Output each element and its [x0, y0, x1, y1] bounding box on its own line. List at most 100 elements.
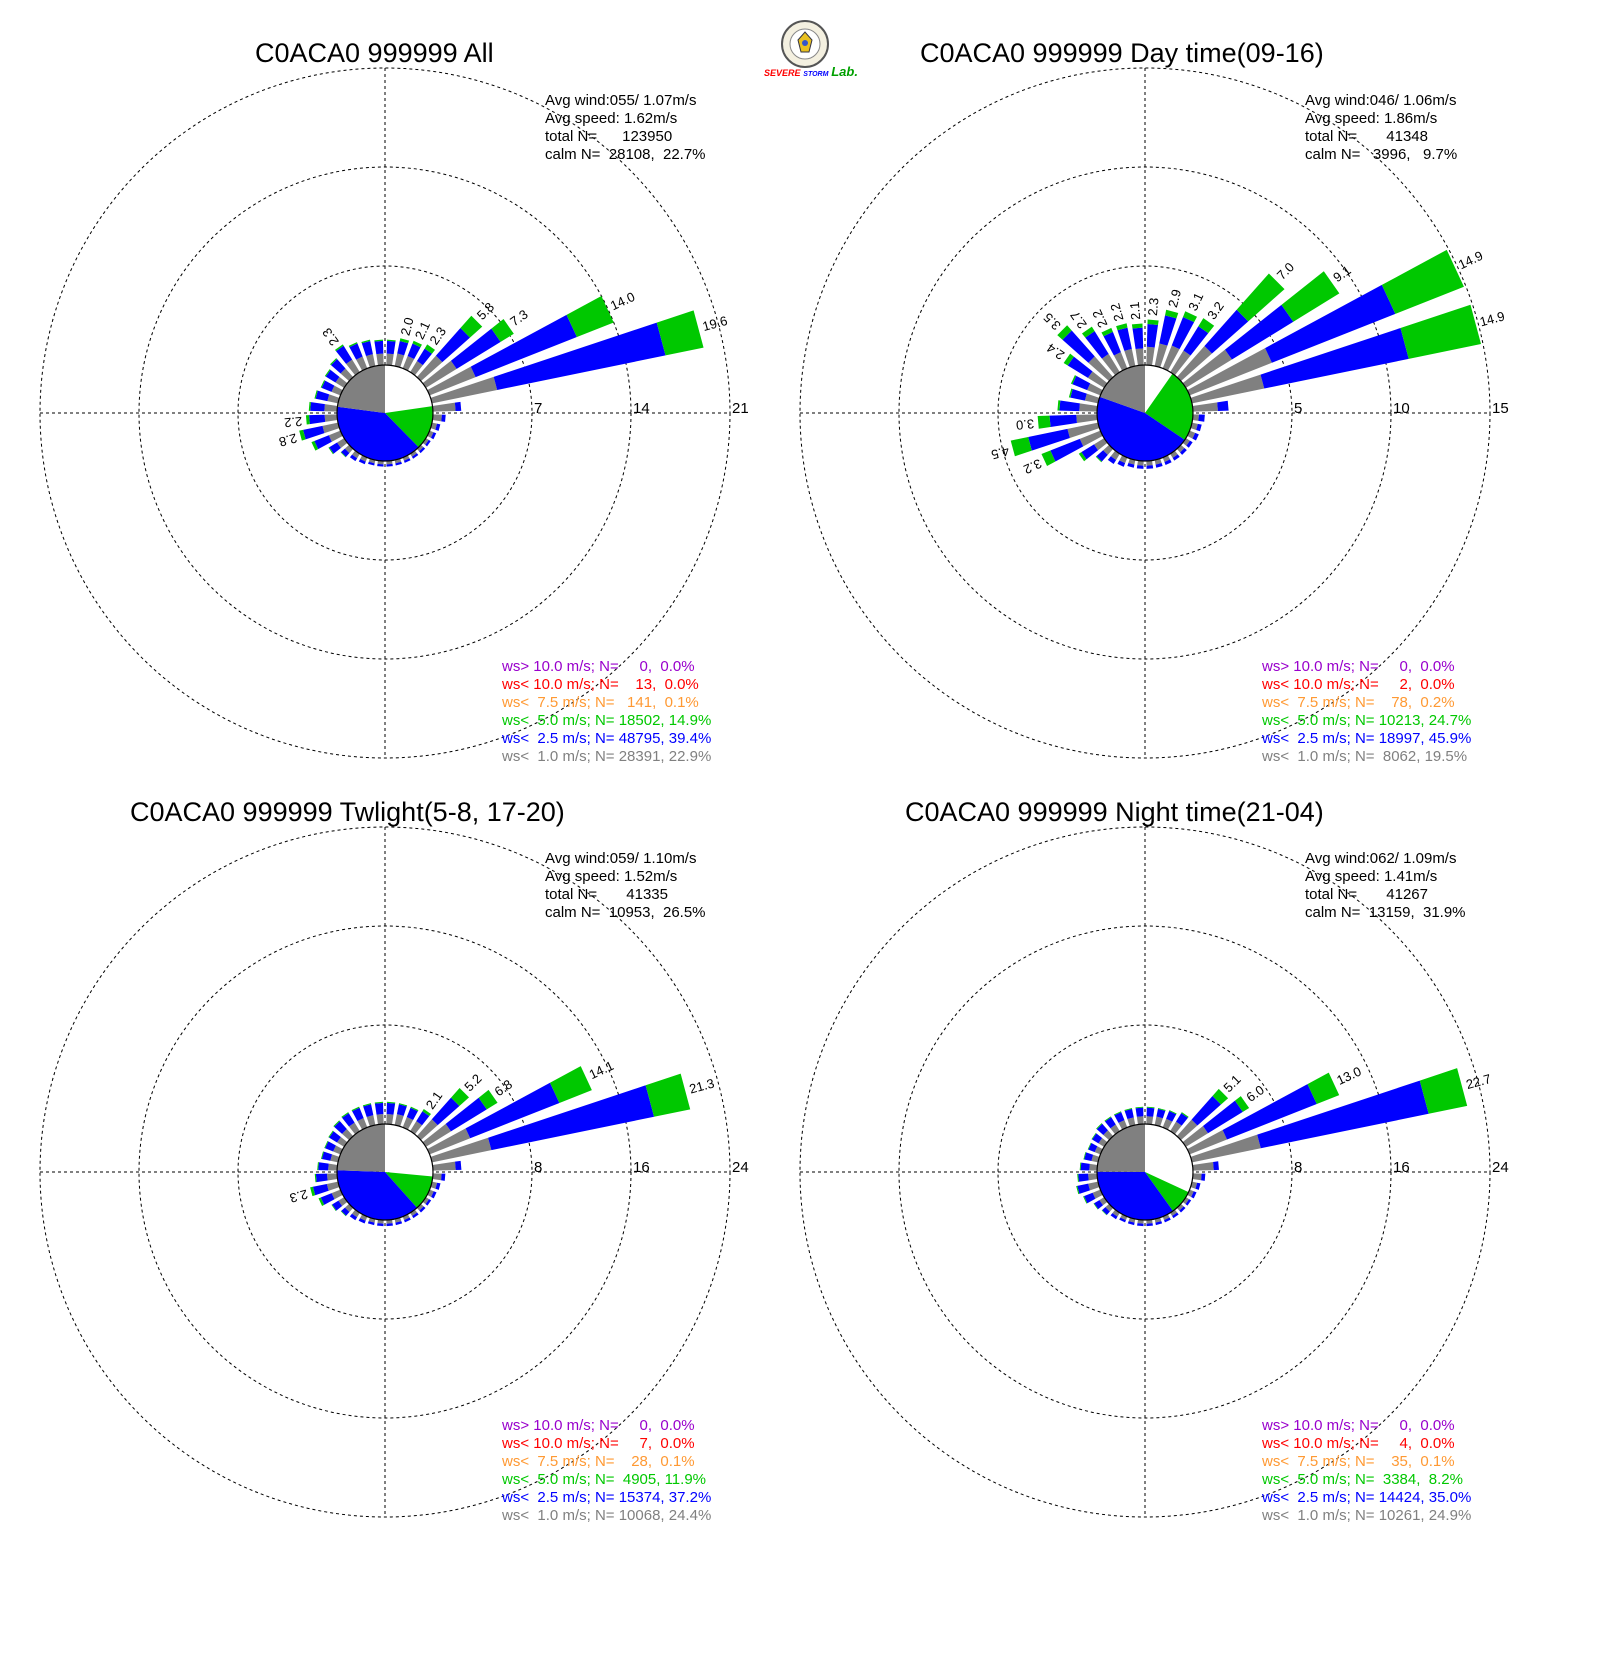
- petal-blue-segment: [455, 1160, 462, 1171]
- petal-label: 2.4: [1044, 340, 1067, 363]
- legend-entry: ws< 5.0 m/s; N= 3384, 8.2%: [1262, 1471, 1463, 1488]
- petal-label: 14.9: [1478, 308, 1506, 329]
- petal-label: 3.0: [1015, 416, 1034, 433]
- logo-wordmark: SEVERE STORM Lab.: [764, 64, 858, 79]
- grid-ring: [237, 1024, 533, 1320]
- petal-gray-segment: [1101, 353, 1120, 376]
- petal-blue-segment: [1217, 400, 1229, 411]
- petal-green-segment: [1101, 327, 1113, 337]
- petal-green-segment: [1095, 456, 1102, 463]
- petal-blue-segment: [377, 1223, 384, 1227]
- petal-gray-segment: [386, 1219, 393, 1224]
- petal-gray-segment: [422, 360, 457, 388]
- petal-blue-segment: [374, 340, 384, 355]
- petal-blue-segment: [1222, 1084, 1317, 1140]
- petal-gray-segment: [430, 1137, 492, 1163]
- petal-green-segment: [1041, 450, 1056, 466]
- petal-blue-segment: [431, 1097, 460, 1126]
- petal-blue-segment: [386, 1102, 396, 1115]
- petal-gray-segment: [1190, 422, 1198, 431]
- petal-green-segment: [314, 1173, 317, 1183]
- petal-gray-segment: [1192, 414, 1199, 421]
- petal-blue-segment: [1062, 330, 1095, 363]
- petal-green-segment: [324, 369, 331, 377]
- petal-gray-segment: [366, 1115, 376, 1127]
- petal-green-segment: [310, 1186, 316, 1197]
- petal-green-segment: [424, 344, 436, 354]
- petal-gray-segment: [328, 1163, 338, 1171]
- legend-entry: ws< 1.0 m/s; N= 28391, 22.9%: [502, 748, 712, 765]
- petal-blue-segment: [315, 390, 330, 402]
- legend-entry: ws< 10.0 m/s; N= 7, 0.0%: [502, 1435, 695, 1452]
- calm-pie-gray: [1097, 1124, 1145, 1172]
- petal-gray-segment: [348, 1122, 360, 1135]
- petal-blue-segment: [1146, 1107, 1155, 1117]
- petal-blue-segment: [321, 1151, 333, 1161]
- petal-label: 5.2: [461, 1071, 484, 1094]
- petal-blue-segment: [1124, 1108, 1134, 1120]
- petal-blue-segment: [431, 1191, 437, 1199]
- panel-all-title: C0ACA0 999999 All: [255, 38, 494, 68]
- calm-pie-white: [1145, 365, 1173, 413]
- ring-label: 15: [1492, 400, 1509, 417]
- petal-gray-segment: [1170, 450, 1178, 458]
- petal-green-segment: [324, 1140, 329, 1149]
- petal-green-segment: [1079, 1162, 1082, 1171]
- petal-blue-segment: [325, 369, 340, 383]
- petal-blue-segment: [1175, 1113, 1188, 1126]
- petal-blue-segment: [1198, 414, 1205, 422]
- petal-label: 2.2: [1089, 307, 1110, 330]
- calm-n-text: calm N= 13159, 31.9%: [1305, 904, 1466, 921]
- petal-blue-segment: [335, 345, 353, 364]
- logo-lab: Lab.: [831, 64, 858, 79]
- petal-gray-segment: [1067, 422, 1100, 438]
- petal-gray-segment: [1120, 1214, 1128, 1221]
- petal-gray-segment: [376, 1113, 384, 1125]
- petal-green-segment: [351, 1106, 360, 1112]
- petal-blue-segment: [425, 1199, 432, 1206]
- petal-green-segment: [1381, 249, 1464, 314]
- petal-green-segment: [362, 1103, 372, 1107]
- petal-gray-segment: [356, 356, 368, 371]
- calm-pie-blue: [1097, 1171, 1173, 1220]
- petal-green-segment: [656, 310, 704, 356]
- calm-pie-outline: [336, 1123, 434, 1221]
- petal-blue-segment: [334, 1121, 347, 1134]
- panel-twilight-title: C0ACA0 999999 Twlight(5-8, 17-20): [130, 797, 565, 827]
- petal-gray-segment: [357, 1118, 368, 1130]
- petal-blue-segment: [315, 1173, 328, 1183]
- petal-blue-segment: [1084, 1152, 1094, 1162]
- petal-gray-segment: [1093, 438, 1108, 451]
- petal-green-segment: [422, 1108, 431, 1117]
- petal-blue-segment: [416, 1111, 430, 1126]
- petal-blue-segment: [1114, 1112, 1125, 1123]
- petal-green-segment: [331, 1204, 337, 1212]
- panel-all-legend: ws> 10.0 m/s; N= 0, 0.0% ws< 10.0 m/s; N=…: [502, 658, 711, 766]
- petal-blue-segment: [349, 343, 363, 360]
- petal-green-segment: [1083, 1196, 1088, 1204]
- calm-pie-outline: [1096, 364, 1194, 462]
- petal-green-segment: [1307, 1072, 1340, 1104]
- ring-label: 10: [1393, 400, 1410, 417]
- petal-blue-segment: [1260, 328, 1409, 389]
- petal-blue-segment: [465, 1082, 560, 1139]
- ring-label: 16: [1393, 1159, 1410, 1176]
- avg-wind-text: Avg wind:062/ 1.09m/s: [1305, 850, 1457, 867]
- petal-blue-segment: [1155, 1221, 1163, 1226]
- petal-gray-segment: [324, 414, 338, 422]
- petal-green-segment: [1146, 1106, 1155, 1109]
- petal-gray-segment: [402, 455, 410, 461]
- petal-gray-segment: [366, 354, 376, 368]
- petal-blue-segment: [1171, 317, 1195, 350]
- petal-gray-segment: [422, 438, 429, 445]
- grid-ring: [39, 826, 731, 1518]
- petal-green-segment: [1037, 415, 1051, 429]
- petal-gray-segment: [377, 1219, 384, 1224]
- petal-green-segment: [311, 440, 319, 451]
- petal-gray-segment: [337, 438, 348, 448]
- petal-blue-segment: [1094, 1200, 1104, 1210]
- petal-blue-segment: [320, 1193, 335, 1205]
- petal-green-segment: [491, 319, 514, 342]
- petal-gray-segment: [1084, 393, 1100, 404]
- petal-blue-segment: [341, 448, 350, 457]
